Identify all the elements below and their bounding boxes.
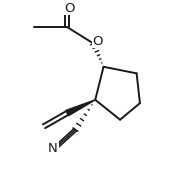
Text: O: O [64, 2, 75, 15]
Text: O: O [93, 35, 103, 48]
Text: N: N [48, 142, 58, 155]
Polygon shape [66, 100, 95, 116]
